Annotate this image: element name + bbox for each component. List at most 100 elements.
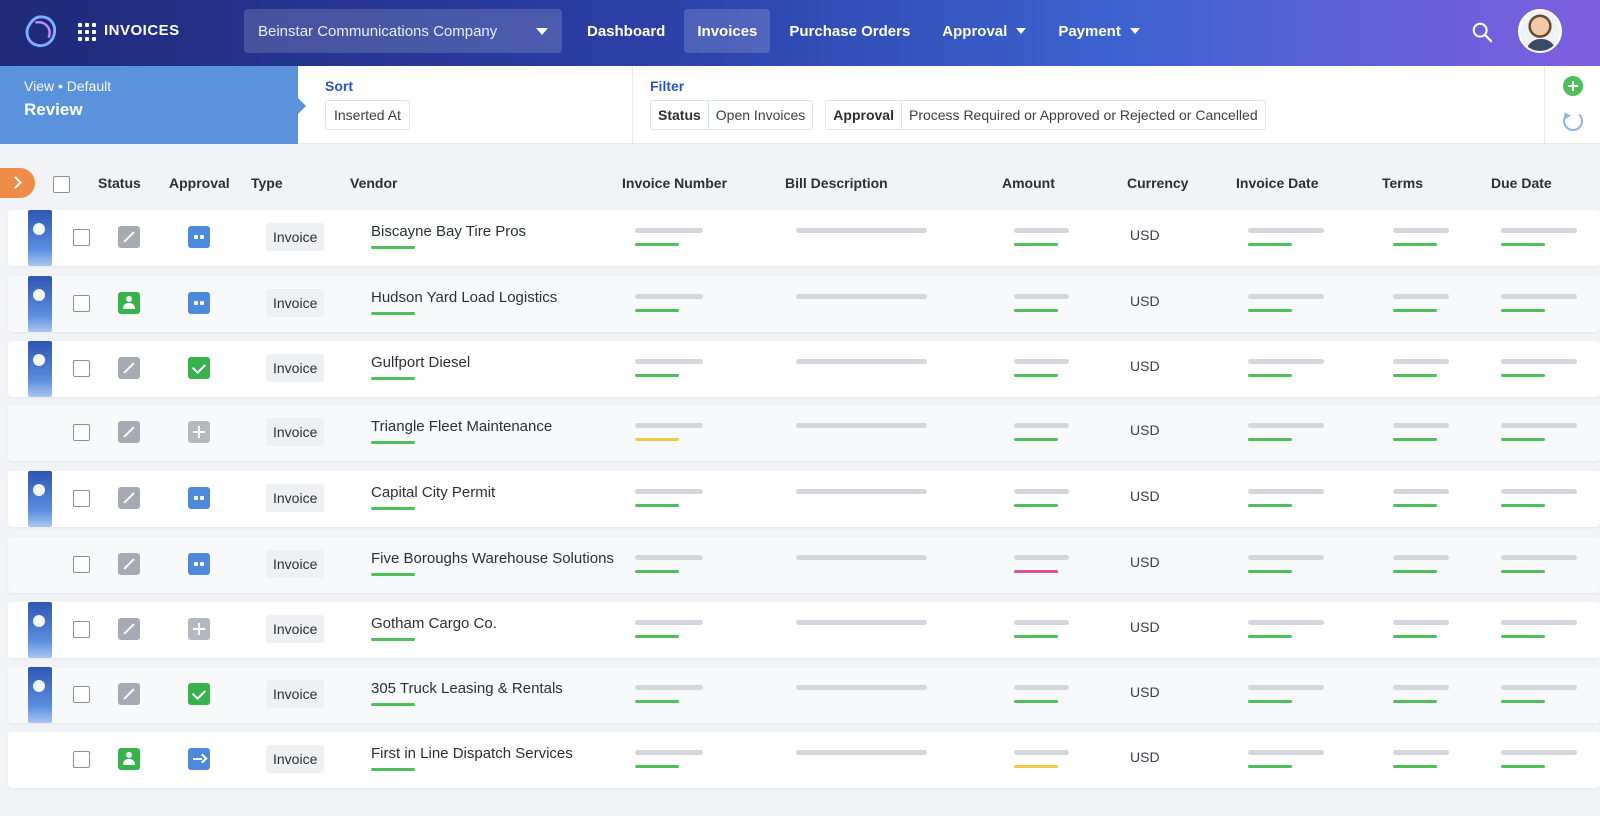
- status-draft-icon[interactable]: [118, 226, 140, 248]
- approval-approved-icon[interactable]: [188, 683, 210, 705]
- sort-chip[interactable]: Inserted At: [325, 100, 410, 130]
- placeholder-bar: [1014, 359, 1069, 364]
- nav-dashboard[interactable]: Dashboard: [574, 9, 678, 53]
- refresh-icon[interactable]: [1563, 111, 1583, 131]
- col-currency[interactable]: Currency: [1127, 175, 1189, 191]
- table-row[interactable]: Invoice 305 Truck Leasing & Rentals USD: [8, 667, 1600, 723]
- avatar[interactable]: [1518, 9, 1562, 53]
- col-approval[interactable]: Approval: [169, 175, 230, 191]
- row-checkbox[interactable]: [73, 621, 90, 638]
- placeholder-bar: [796, 750, 927, 755]
- chevron-down-icon: [1129, 28, 1140, 34]
- row-flag-icon[interactable]: [28, 341, 52, 397]
- col-invoice-number[interactable]: Invoice Number: [622, 175, 728, 191]
- chevron-down-icon: [1016, 28, 1027, 34]
- vendor-name[interactable]: Biscayne Bay Tire Pros: [371, 223, 527, 240]
- table-row[interactable]: Invoice Capital City Permit USD: [8, 471, 1600, 527]
- vendor-indicator: [371, 246, 415, 249]
- placeholder-bar: [1014, 489, 1069, 494]
- view-selector[interactable]: View • Default Review: [0, 66, 306, 144]
- row-checkbox[interactable]: [73, 556, 90, 573]
- placeholder-bar: [635, 685, 703, 690]
- status-indicator-bar: [1248, 700, 1292, 703]
- status-draft-icon[interactable]: [118, 357, 140, 379]
- vendor-name[interactable]: Hudson Yard Load Logistics: [371, 289, 558, 306]
- vendor-indicator: [371, 312, 415, 315]
- col-invoice-date[interactable]: Invoice Date: [1236, 175, 1319, 191]
- status-draft-icon[interactable]: [118, 618, 140, 640]
- search-icon[interactable]: [1471, 21, 1493, 43]
- vendor-name[interactable]: 305 Truck Leasing & Rentals: [371, 680, 563, 697]
- approval-pending-icon[interactable]: [188, 226, 210, 248]
- col-bill-description[interactable]: Bill Description: [785, 175, 888, 191]
- row-checkbox[interactable]: [73, 490, 90, 507]
- vendor-name[interactable]: Triangle Fleet Maintenance: [371, 418, 553, 435]
- row-checkbox[interactable]: [73, 360, 90, 377]
- status-indicator-bar: [1248, 635, 1292, 638]
- apps-grid-icon[interactable]: [78, 23, 96, 41]
- vendor-name[interactable]: Five Boroughs Warehouse Solutions: [371, 550, 614, 567]
- status-draft-icon[interactable]: [118, 421, 140, 443]
- filter-chip-status[interactable]: Status Open Invoices: [650, 100, 814, 130]
- status-indicator-bar: [1014, 765, 1058, 768]
- status-indicator-bar: [635, 243, 679, 246]
- select-all-checkbox[interactable]: [53, 176, 70, 193]
- nav-purchase-orders[interactable]: Purchase Orders: [776, 9, 923, 53]
- approval-pending-icon[interactable]: [188, 292, 210, 314]
- filter-chip-approval[interactable]: Approval Process Required or Approved or…: [825, 100, 1266, 130]
- col-amount[interactable]: Amount: [1002, 175, 1055, 191]
- approval-approved-icon[interactable]: [188, 357, 210, 379]
- placeholder-bar: [1248, 359, 1324, 364]
- chevron-right-icon[interactable]: [0, 168, 35, 198]
- row-flag-icon[interactable]: [28, 210, 52, 266]
- approval-add-icon[interactable]: [188, 618, 210, 640]
- table-row[interactable]: Invoice First in Line Dispatch Services US…: [8, 732, 1600, 788]
- status-user-icon[interactable]: [118, 748, 140, 770]
- type-chip: Invoice: [266, 745, 325, 773]
- approval-add-icon[interactable]: [188, 421, 210, 443]
- col-due-date[interactable]: Due Date: [1491, 175, 1552, 191]
- row-checkbox[interactable]: [73, 424, 90, 441]
- table-row[interactable]: Invoice Gotham Cargo Co. USD: [8, 602, 1600, 658]
- nav-invoices[interactable]: Invoices: [684, 9, 771, 53]
- vendor-name[interactable]: First in Line Dispatch Services: [371, 745, 573, 762]
- status-draft-icon[interactable]: [118, 487, 140, 509]
- status-indicator-bar: [1393, 309, 1437, 312]
- row-checkbox[interactable]: [73, 686, 90, 703]
- placeholder-bar: [1501, 228, 1577, 233]
- placeholder-bar: [1248, 423, 1324, 428]
- vendor-name[interactable]: Capital City Permit: [371, 484, 496, 501]
- table-row[interactable]: Invoice Gulfport Diesel USD: [8, 341, 1600, 397]
- col-type[interactable]: Type: [251, 175, 283, 191]
- approval-pending-icon[interactable]: [188, 487, 210, 509]
- nav-approval[interactable]: Approval: [929, 9, 1039, 53]
- row-flag-icon[interactable]: [28, 471, 52, 527]
- placeholder-bar: [1393, 555, 1449, 560]
- placeholder-bar: [1501, 750, 1577, 755]
- approval-forward-icon[interactable]: [188, 748, 210, 770]
- logo-icon[interactable]: [22, 13, 60, 51]
- col-vendor[interactable]: Vendor: [350, 175, 398, 191]
- row-checkbox[interactable]: [73, 295, 90, 312]
- status-draft-icon[interactable]: [118, 683, 140, 705]
- add-circle-icon[interactable]: [1563, 76, 1583, 96]
- row-flag-icon[interactable]: [28, 276, 52, 332]
- col-status[interactable]: Status: [98, 175, 141, 191]
- row-checkbox[interactable]: [73, 751, 90, 768]
- status-user-icon[interactable]: [118, 292, 140, 314]
- status-draft-icon[interactable]: [118, 553, 140, 575]
- company-select[interactable]: Beinstar Communications Company: [244, 9, 562, 53]
- row-flag-icon[interactable]: [28, 667, 52, 723]
- table-row[interactable]: Invoice Five Boroughs Warehouse Solutions…: [8, 537, 1600, 593]
- approval-pending-icon[interactable]: [188, 553, 210, 575]
- vendor-name[interactable]: Gotham Cargo Co.: [371, 615, 497, 632]
- col-terms[interactable]: Terms: [1382, 175, 1423, 191]
- currency-cell: USD: [1130, 619, 1160, 635]
- row-flag-icon[interactable]: [28, 602, 52, 658]
- vendor-name[interactable]: Gulfport Diesel: [371, 354, 471, 371]
- nav-payment[interactable]: Payment: [1045, 9, 1153, 53]
- table-row[interactable]: Invoice Hudson Yard Load Logistics USD: [8, 276, 1600, 332]
- row-checkbox[interactable]: [73, 229, 90, 246]
- table-row[interactable]: Invoice Biscayne Bay Tire Pros USD: [8, 210, 1600, 266]
- table-row[interactable]: Invoice Triangle Fleet Maintenance USD: [8, 405, 1600, 461]
